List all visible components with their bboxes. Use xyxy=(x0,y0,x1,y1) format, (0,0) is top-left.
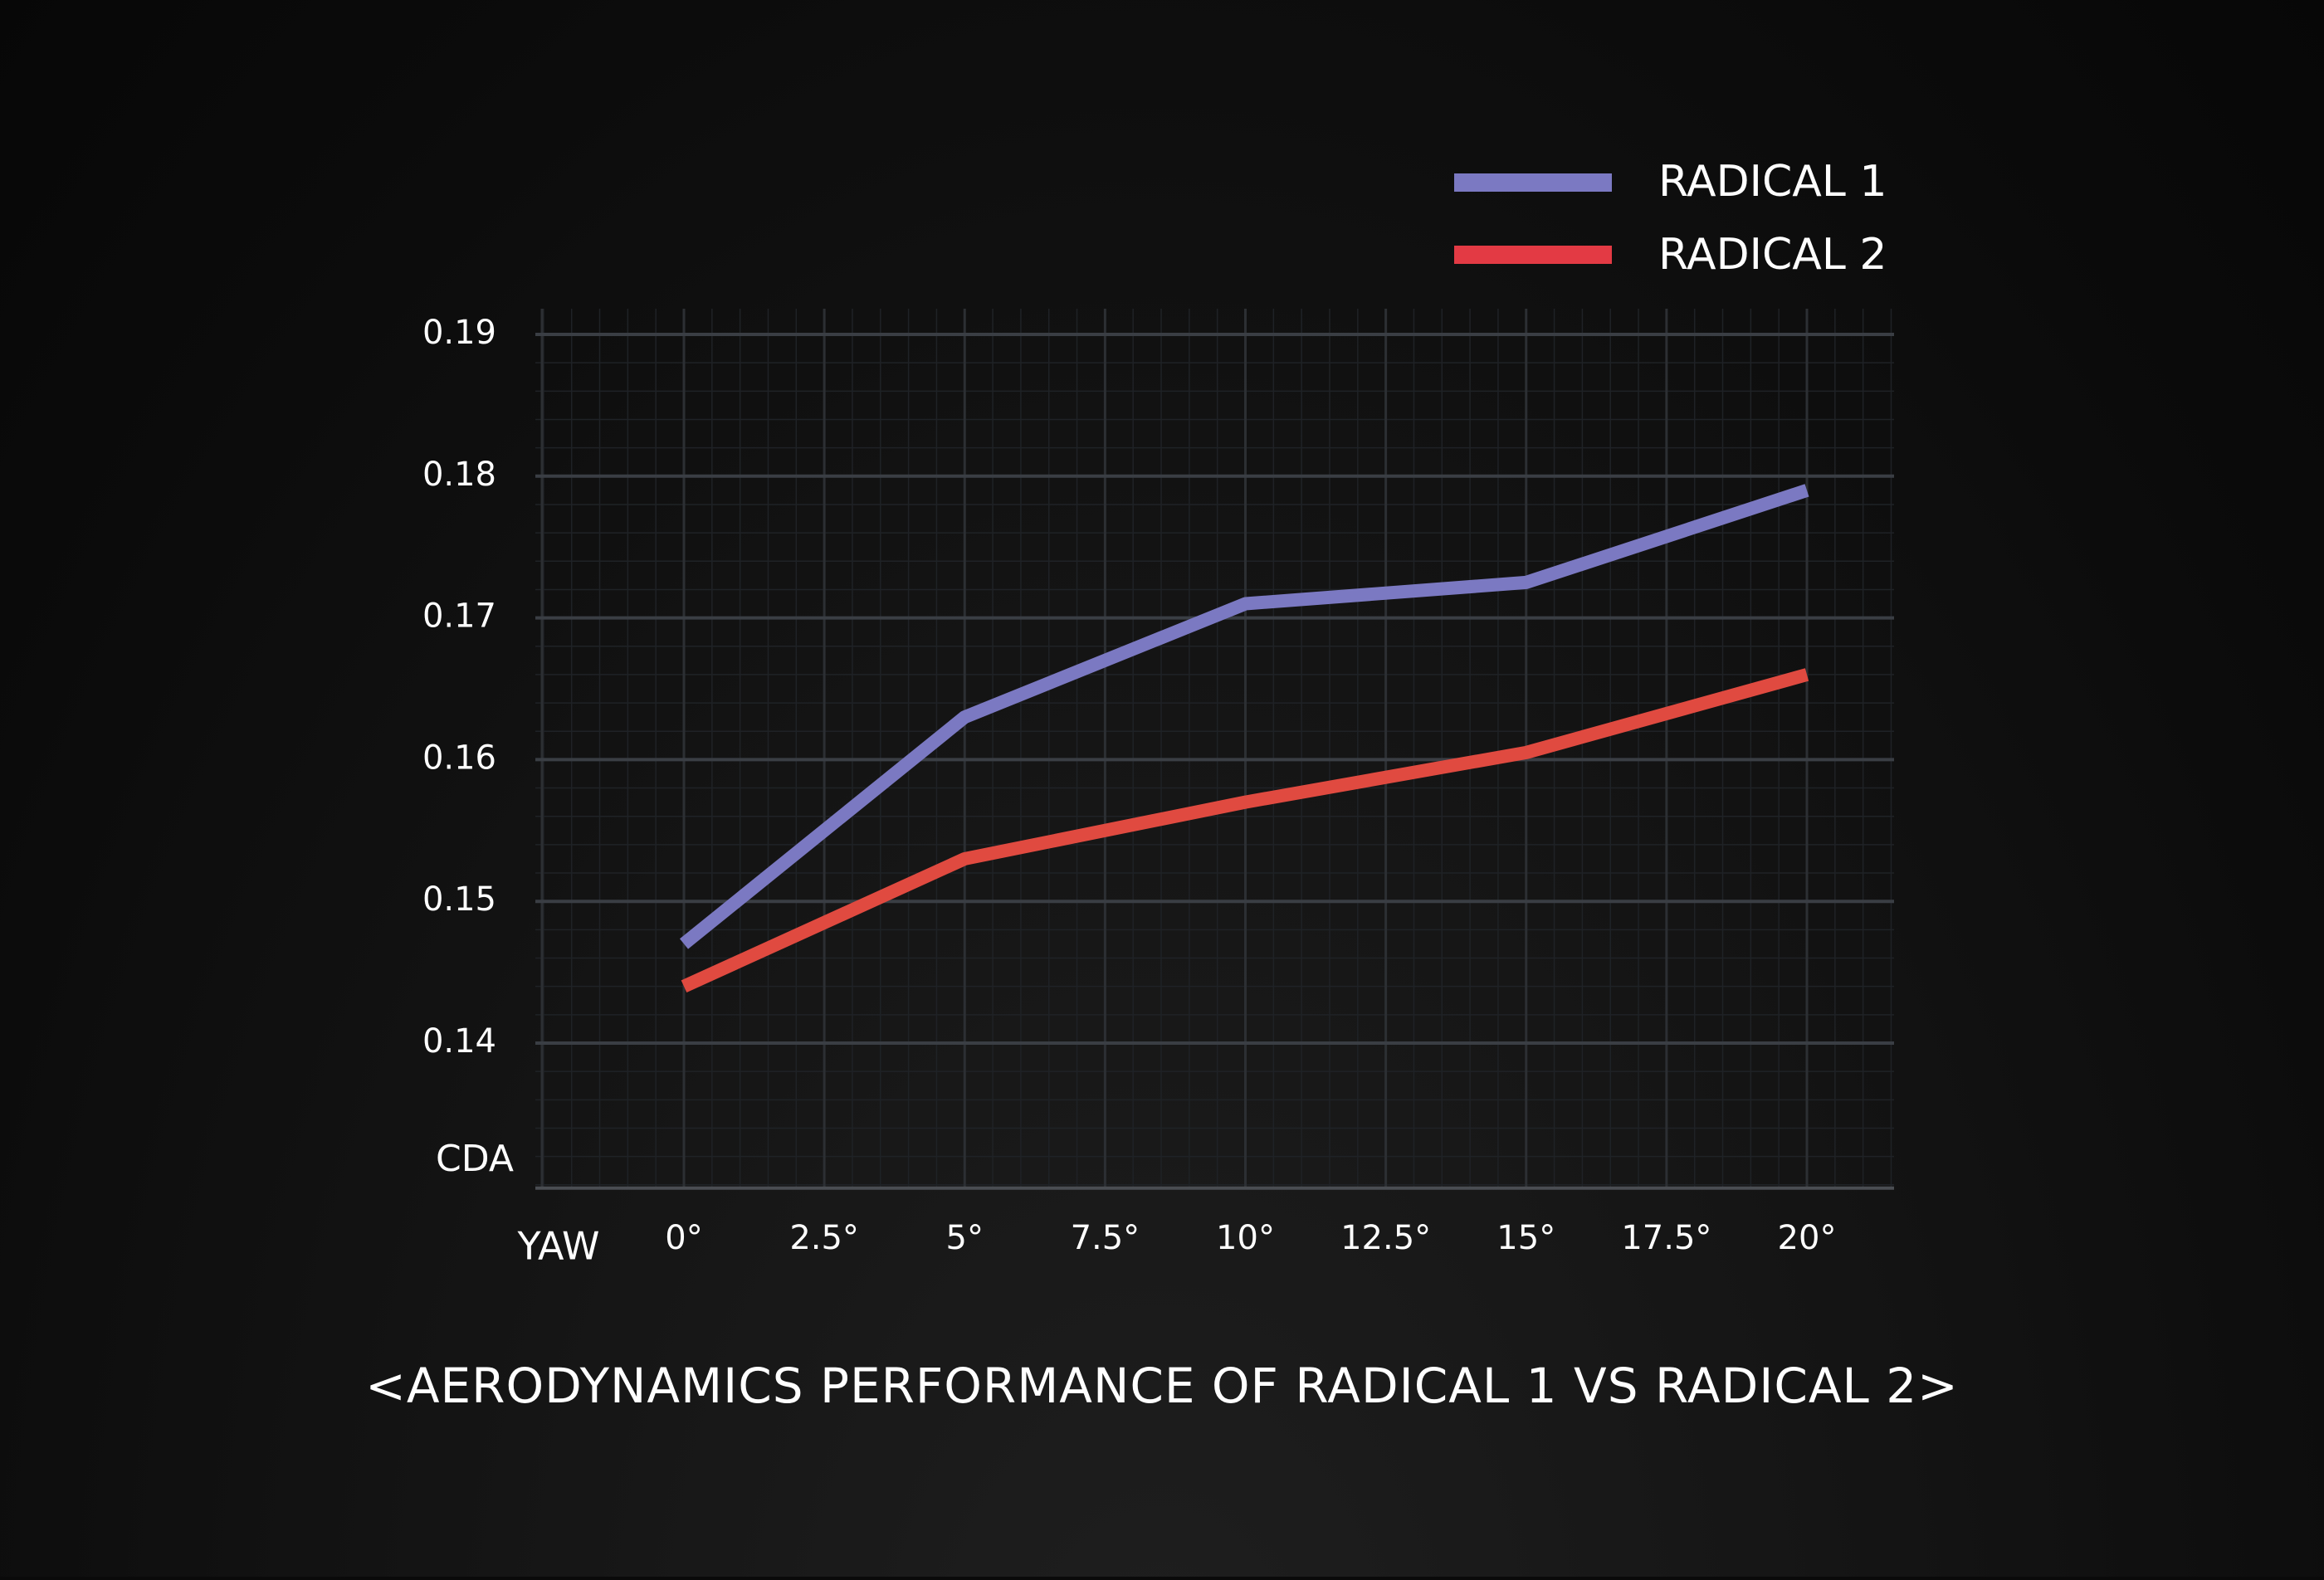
legend-swatch-radical-2 xyxy=(1454,246,1612,264)
chart-title: <AERODYNAMICS PERFORMANCE OF RADICAL 1 V… xyxy=(365,1358,1959,1414)
x-tick-label: 0° xyxy=(665,1219,702,1257)
legend-swatch-radical-1 xyxy=(1454,173,1612,192)
x-tick-label: 10° xyxy=(1216,1219,1275,1257)
x-tick-label: 12.5° xyxy=(1340,1219,1431,1257)
x-axis-label: YAW xyxy=(517,1224,600,1269)
tick-layer: 0.14 0.15 0.16 0.17 0.18 0.19 0° 2.5° 5° 7.5° 10° 1… xyxy=(422,314,1837,1257)
x-tick-label: 17.5° xyxy=(1621,1219,1711,1257)
x-tick-label: 2.5° xyxy=(789,1219,859,1257)
legend: RADICAL 1 RADICAL 2 xyxy=(1454,157,1887,280)
y-tick-label: 0.14 xyxy=(422,1022,496,1061)
y-tick-label: 0.19 xyxy=(422,314,496,352)
x-tick-label: 7.5° xyxy=(1071,1219,1140,1257)
major-grid xyxy=(535,309,1894,1188)
x-tick-label: 5° xyxy=(946,1219,984,1257)
y-axis-label: CDA xyxy=(436,1138,514,1180)
y-tick-label: 0.15 xyxy=(422,880,496,919)
minor-grid xyxy=(535,309,1894,1188)
y-tick-label: 0.18 xyxy=(422,456,496,494)
y-tick-label: 0.16 xyxy=(422,739,496,777)
x-tick-label: 15° xyxy=(1496,1219,1555,1257)
x-tick-label: 20° xyxy=(1778,1219,1837,1257)
legend-label-radical-2: RADICAL 2 xyxy=(1658,230,1887,280)
legend-label-radical-1: RADICAL 1 xyxy=(1658,157,1887,207)
y-tick-label: 0.17 xyxy=(422,597,496,636)
